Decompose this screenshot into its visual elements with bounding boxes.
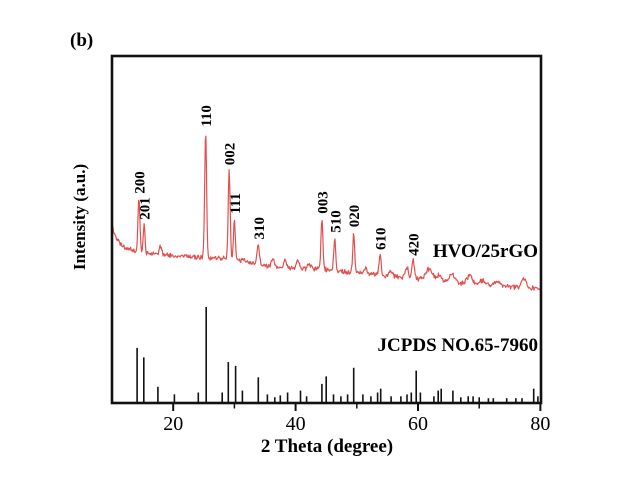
peak-hkl-label: 111	[228, 193, 244, 214]
peak-hkl-label: 610	[374, 228, 390, 251]
peak-hkl-label: 110	[199, 105, 215, 127]
peak-hkl-label: 020	[347, 205, 363, 228]
xrd-trace	[111, 135, 542, 292]
peak-hkl-label: 310	[252, 217, 268, 240]
series-label-hvo: HVO/25rGO	[432, 241, 538, 262]
x-axis-title: 2 Theta (degree)	[260, 436, 394, 457]
peak-hkl-label: 003	[315, 191, 331, 214]
plot-border	[110, 54, 543, 405]
x-tick-label: 60	[408, 413, 428, 435]
x-tick-label: 80	[530, 413, 550, 435]
series-label-jcpds: JCPDS NO.65-7960	[377, 335, 538, 356]
peak-hkl-label: 002	[223, 143, 239, 166]
x-tick-label: 20	[163, 413, 183, 435]
peak-hkl-label: 200	[132, 171, 148, 194]
peak-hkl-label: 510	[328, 210, 344, 233]
y-axis-title: Intensity (a.u.)	[70, 163, 89, 271]
peak-hkl-label: 201	[138, 197, 154, 220]
panel-label: (b)	[70, 30, 94, 51]
peak-hkl-label: 420	[407, 233, 423, 256]
x-tick-label: 40	[286, 413, 306, 435]
